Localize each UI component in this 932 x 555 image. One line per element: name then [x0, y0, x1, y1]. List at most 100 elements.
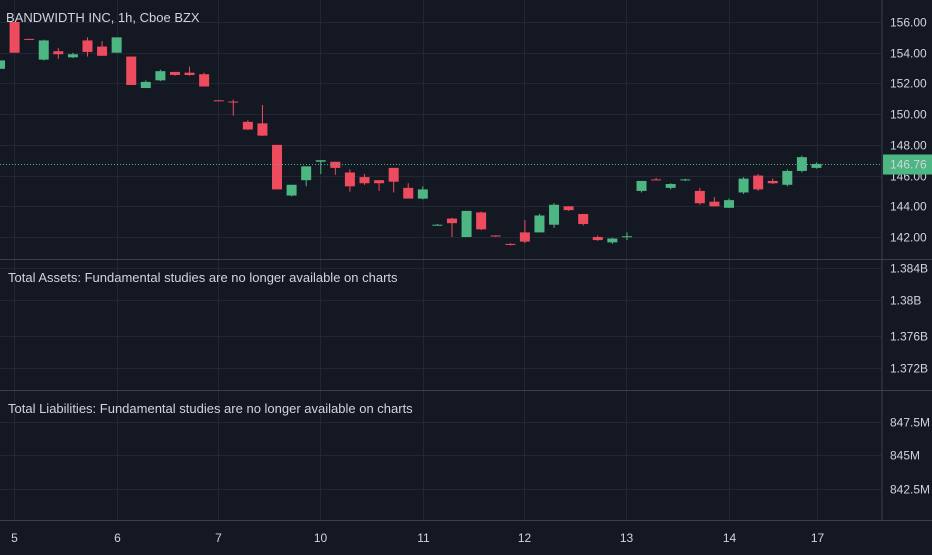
candle-body [665, 184, 676, 188]
candle-body [651, 179, 662, 181]
candle[interactable] [169, 71, 180, 76]
candle-body [155, 71, 166, 81]
candle[interactable] [301, 166, 312, 187]
candle[interactable] [228, 99, 239, 116]
price-tick-label: 148.00 [890, 139, 927, 153]
candle-body [9, 22, 20, 53]
price-tick-label: 156.00 [890, 16, 927, 30]
liabilities-axis: 847.5M 845M 842.5M [890, 416, 930, 497]
candle[interactable] [665, 183, 676, 190]
assets-tick-label: 1.372B [890, 362, 928, 376]
candle[interactable] [476, 211, 487, 231]
candle[interactable] [388, 167, 399, 193]
last-price-tag: 146.76 [883, 154, 932, 175]
candle-body [374, 180, 385, 184]
candle[interactable] [53, 48, 64, 59]
pane-separators[interactable] [0, 0, 932, 521]
candle-body [432, 224, 443, 226]
candle[interactable] [82, 37, 93, 57]
candle[interactable] [126, 56, 137, 85]
candle[interactable] [184, 66, 195, 76]
candle[interactable] [461, 210, 472, 237]
candle[interactable] [286, 184, 297, 197]
candle-body [505, 243, 516, 245]
candle[interactable] [811, 162, 822, 169]
time-axis[interactable]: 5 6 7 10 11 12 13 14 17 [11, 531, 824, 545]
candle-body [782, 170, 793, 185]
candle-body [446, 218, 457, 224]
candle[interactable] [199, 72, 210, 87]
candle[interactable] [213, 100, 224, 102]
candle-body [242, 121, 253, 130]
price-tick-label: 150.00 [890, 108, 927, 122]
candle[interactable] [446, 217, 457, 237]
candle[interactable] [359, 174, 370, 185]
assets-tick-label: 1.38B [890, 294, 921, 308]
candle[interactable] [24, 38, 35, 40]
candle[interactable] [738, 177, 749, 194]
candle-body [67, 54, 78, 58]
candle-body [607, 238, 618, 243]
candle[interactable] [67, 52, 78, 59]
candle[interactable] [505, 243, 516, 246]
liabilities-tick-label: 842.5M [890, 483, 930, 497]
candle-body [753, 175, 764, 190]
candle[interactable] [753, 174, 764, 191]
candle[interactable] [403, 183, 414, 199]
candle[interactable] [344, 169, 355, 192]
candle[interactable] [563, 206, 574, 211]
candle-body [476, 212, 487, 230]
candle[interactable] [651, 177, 662, 181]
candle[interactable] [417, 186, 428, 200]
candle[interactable] [0, 60, 5, 69]
candle[interactable] [549, 203, 560, 228]
candle[interactable] [782, 169, 793, 187]
candle-body [38, 40, 49, 60]
candle[interactable] [374, 180, 385, 191]
candle[interactable] [490, 235, 501, 237]
candle-body [578, 213, 589, 224]
liabilities-pane-legend[interactable]: Total Liabilities: Fundamental studies a… [8, 401, 413, 416]
candle-body [636, 180, 647, 191]
candle-body [24, 38, 35, 40]
candle[interactable] [315, 160, 326, 175]
candle[interactable] [97, 41, 108, 56]
candle-body [97, 46, 108, 56]
candle[interactable] [272, 144, 283, 190]
candle[interactable] [592, 235, 603, 241]
candle[interactable] [578, 213, 589, 226]
candle[interactable] [111, 37, 122, 53]
candle-body [534, 215, 545, 233]
price-pane-legend[interactable]: BANDWIDTH INC, 1h, Cboe BZX [6, 10, 200, 25]
candle[interactable] [534, 213, 545, 233]
candle[interactable] [519, 220, 530, 244]
candle[interactable] [621, 232, 632, 241]
candle-body [490, 235, 501, 237]
candle-body [767, 180, 778, 184]
assets-axis: 1.384B 1.38B 1.376B 1.372B [890, 262, 928, 376]
candle[interactable] [38, 39, 49, 61]
assets-pane-legend[interactable]: Total Assets: Fundamental studies are no… [8, 270, 398, 285]
candle[interactable] [257, 104, 268, 136]
candle-body [184, 72, 195, 75]
time-tick-label: 5 [11, 531, 18, 545]
candle[interactable] [432, 223, 443, 226]
candle[interactable] [767, 178, 778, 185]
price-tick-label: 144.00 [890, 200, 927, 214]
candle[interactable] [680, 178, 691, 181]
candle[interactable] [636, 180, 647, 193]
candle[interactable] [724, 198, 734, 208]
candle[interactable] [330, 161, 341, 175]
candle[interactable] [9, 22, 20, 53]
candle[interactable] [694, 187, 705, 205]
candle[interactable] [242, 120, 253, 130]
candle-body [549, 204, 560, 225]
candle[interactable] [607, 237, 618, 244]
liabilities-tick-label: 847.5M [890, 416, 930, 430]
candle[interactable] [709, 197, 720, 207]
candle[interactable] [140, 80, 151, 89]
candle[interactable] [155, 69, 166, 82]
candle-body [724, 200, 734, 208]
candle-body [82, 40, 93, 52]
